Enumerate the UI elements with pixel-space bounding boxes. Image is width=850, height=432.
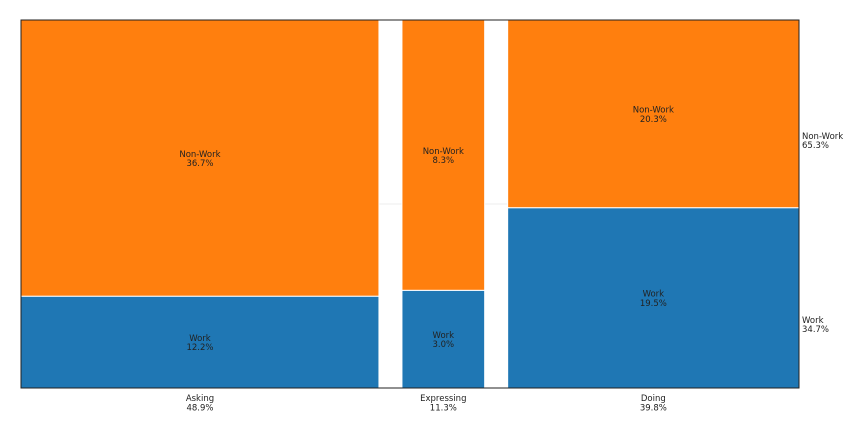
tile-segment-name: Work xyxy=(643,290,665,300)
tile-label-doing-work: Work 19.5% xyxy=(640,290,667,309)
category-share: 48.9% xyxy=(186,403,213,413)
tile-label-asking-work: Work 12.2% xyxy=(186,334,213,353)
total-percent: 65.3% xyxy=(802,141,829,151)
tile-segment-percent: 36.7% xyxy=(186,159,213,169)
tile-segment-name: Non-Work xyxy=(423,147,464,157)
tile-label-asking-non-work: Non-Work 36.7% xyxy=(179,150,220,169)
tile-segment-name: Non-Work xyxy=(633,106,674,116)
category-name: Doing xyxy=(641,394,666,404)
tile-segment-percent: 12.2% xyxy=(186,343,213,353)
tile-label-expressing-non-work: Non-Work 8.3% xyxy=(423,147,464,166)
category-label-doing: Doing 39.8% xyxy=(640,394,667,413)
category-label-asking: Asking 48.9% xyxy=(186,394,214,413)
tile-label-doing-non-work: Non-Work 20.3% xyxy=(633,106,674,125)
total-percent: 34.7% xyxy=(802,325,829,335)
category-name: Asking xyxy=(186,394,214,404)
plot-frame xyxy=(20,19,800,389)
label-layer: Work 12.2%Non-Work 36.7%Asking 48.9%Work 3.0… xyxy=(179,106,843,414)
tile-segment-name: Non-Work xyxy=(179,150,220,160)
tile-expressing-non-work xyxy=(401,19,486,291)
category-share: 39.8% xyxy=(640,403,667,413)
total-label-work: Work 34.7% xyxy=(802,316,829,335)
tile-segment-name: Work xyxy=(433,331,455,341)
tile-segment-percent: 8.3% xyxy=(433,156,455,166)
tile-label-expressing-work: Work 3.0% xyxy=(433,331,455,350)
tile-asking-non-work xyxy=(20,19,380,297)
total-name: Non-Work xyxy=(802,132,843,142)
category-name: Expressing xyxy=(420,394,466,404)
tile-segment-percent: 19.5% xyxy=(640,299,667,309)
tile-segment-percent: 20.3% xyxy=(640,115,667,125)
total-name: Work xyxy=(802,316,824,326)
tile-doing-non-work xyxy=(507,19,800,209)
tile-segment-name: Work xyxy=(189,334,211,344)
category-label-expressing: Expressing 11.3% xyxy=(420,394,466,413)
tile-segment-percent: 3.0% xyxy=(433,340,455,350)
total-label-non-work: Non-Work 65.3% xyxy=(802,132,843,151)
plot-area xyxy=(20,19,800,389)
category-share: 11.3% xyxy=(430,403,457,413)
